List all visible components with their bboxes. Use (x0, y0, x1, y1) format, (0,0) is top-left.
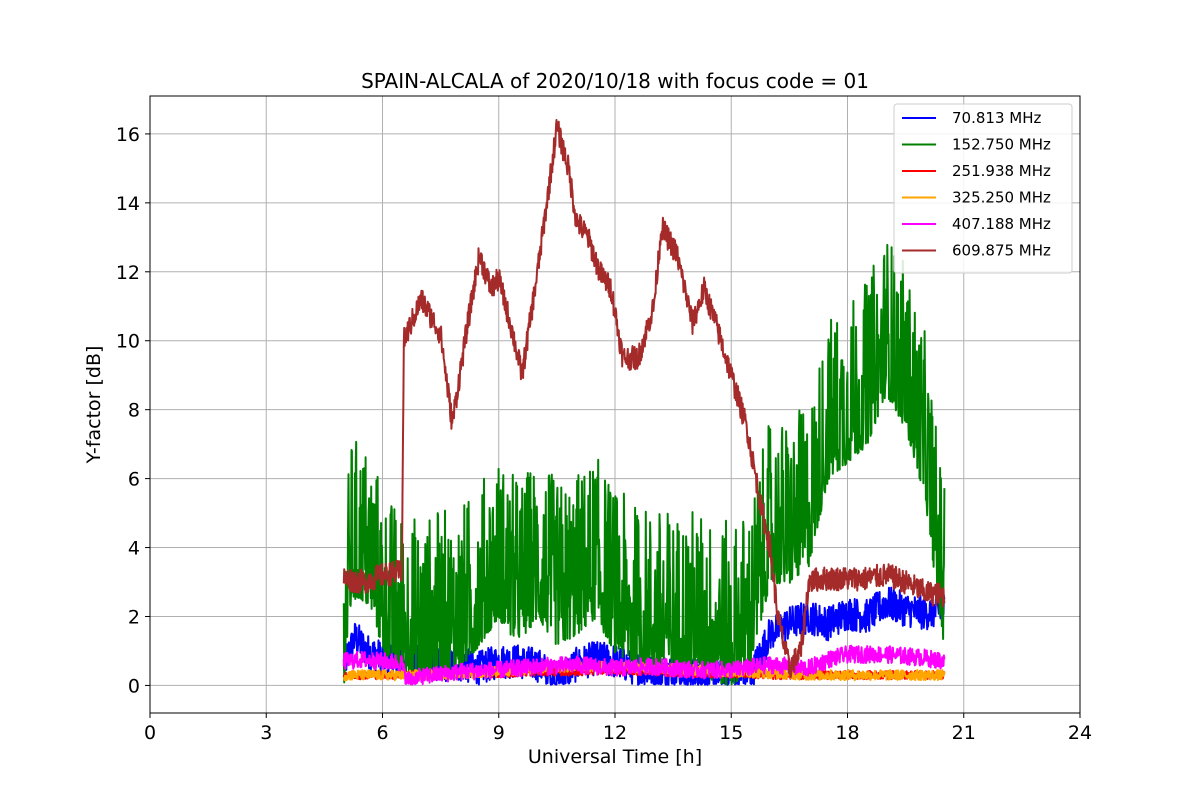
x-tick-label: 6 (376, 722, 388, 744)
y-tick-label: 0 (128, 675, 140, 697)
legend-label: 152.750 MHz (952, 136, 1051, 154)
x-tick-label: 21 (952, 722, 976, 744)
y-tick-label: 12 (116, 262, 140, 284)
series-line-609-875-mhz (342, 119, 946, 678)
x-tick-label: 12 (603, 722, 627, 744)
x-tick-label: 9 (493, 722, 505, 744)
y-tick-label: 4 (128, 538, 140, 560)
y-tick-label: 8 (128, 400, 140, 422)
x-tick-label: 3 (260, 722, 272, 744)
legend-label: 325.250 MHz (952, 189, 1051, 207)
y-tick-label: 16 (116, 124, 140, 146)
legend-label: 609.875 MHz (952, 242, 1051, 260)
series-line-152-750-mhz (342, 243, 946, 686)
y-tick-label: 6 (128, 469, 140, 491)
x-axis-label: Universal Time [h] (528, 746, 702, 768)
legend-label: 70.813 MHz (952, 109, 1041, 127)
legend: 70.813 MHz 152.750 MHz 251.938 MHz 325.250 … (893, 103, 1073, 274)
x-tick-label: 18 (835, 722, 859, 744)
x-tick-label: 24 (1068, 722, 1092, 744)
legend-label: 251.938 MHz (952, 162, 1051, 180)
y-tick-label: 2 (128, 606, 140, 628)
x-tick-label: 15 (719, 722, 743, 744)
chart-title: SPAIN-ALCALA of 2020/10/18 with focus co… (361, 69, 869, 93)
x-tick-label: 0 (144, 722, 156, 744)
legend-box (893, 103, 1073, 274)
y-tick-label: 10 (116, 331, 140, 353)
y-tick-label: 14 (116, 193, 140, 215)
series-layer (342, 119, 946, 686)
legend-label: 407.188 MHz (952, 215, 1051, 233)
series-line-407-188-mhz (342, 644, 946, 686)
y-axis-label: Y-factor [dB] (83, 346, 105, 465)
